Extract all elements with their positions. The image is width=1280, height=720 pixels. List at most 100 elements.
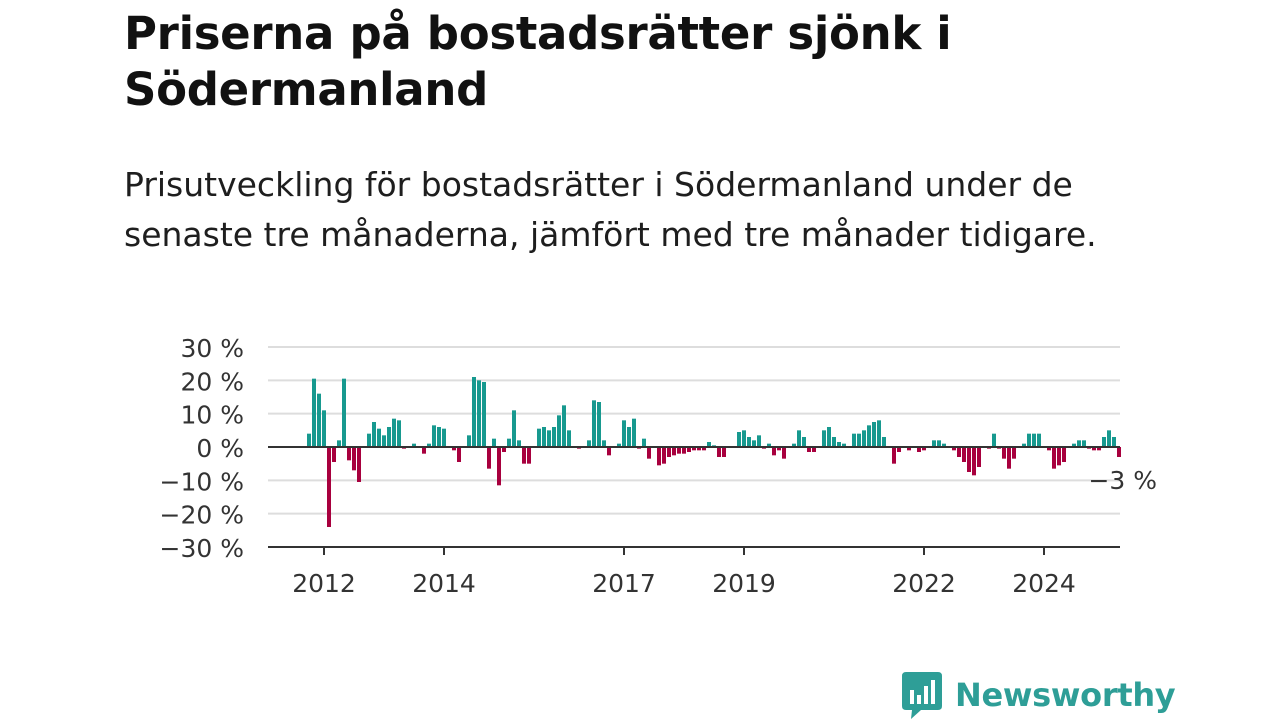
bar [517, 440, 521, 447]
bar [672, 447, 676, 456]
bar [872, 422, 876, 447]
x-tick-label: 2012 [292, 569, 356, 598]
bar [502, 447, 506, 452]
bar [822, 430, 826, 447]
bar [492, 438, 496, 447]
bar [842, 443, 846, 447]
bar [422, 447, 426, 454]
bar [737, 432, 741, 447]
bar [357, 447, 361, 482]
bar [592, 400, 596, 447]
bar [1037, 433, 1041, 447]
bar [367, 433, 371, 447]
bar [332, 447, 336, 462]
bar [647, 447, 651, 459]
bar [327, 447, 331, 527]
bar [1057, 447, 1061, 466]
bar [752, 440, 756, 447]
bars [307, 377, 1121, 527]
bar [832, 437, 836, 447]
bar [687, 447, 691, 452]
bar [967, 447, 971, 472]
bar [392, 418, 396, 447]
bar [1117, 447, 1121, 457]
bar [567, 430, 571, 447]
bar [812, 447, 816, 452]
bar [667, 447, 671, 457]
bar [942, 443, 946, 447]
bar [547, 430, 551, 447]
bar [972, 447, 976, 476]
newsworthy-logo-icon [902, 672, 942, 719]
bar [772, 447, 776, 456]
bar [702, 447, 706, 451]
bar [397, 420, 401, 447]
bar [607, 447, 611, 456]
bar [527, 447, 531, 464]
bar [482, 382, 486, 447]
bar [467, 435, 471, 447]
bar [622, 420, 626, 447]
bar [1112, 437, 1116, 447]
bar [777, 447, 781, 451]
y-tick-label: 10 % [180, 401, 244, 430]
bar [957, 447, 961, 457]
bar [797, 430, 801, 447]
chart-subtitle: Prisutveckling för bostadsrätter i Söder… [124, 165, 1097, 254]
bar [522, 447, 526, 464]
bar [1007, 447, 1011, 469]
bar [717, 447, 721, 457]
bar [1022, 443, 1026, 447]
bar [437, 427, 441, 447]
bar [562, 405, 566, 447]
bar [487, 447, 491, 469]
newsworthy-logo: Newsworthy [901, 670, 1176, 720]
brand-name: Newsworthy [955, 676, 1176, 714]
bar [692, 447, 696, 451]
bar [802, 437, 806, 447]
last-value-label: −3 % [1088, 466, 1157, 495]
bar [977, 447, 981, 467]
bar [1032, 433, 1036, 447]
bar [782, 447, 786, 459]
bar [892, 447, 896, 464]
bar [792, 443, 796, 447]
bar [917, 447, 921, 452]
bar [472, 377, 476, 447]
bar [452, 447, 456, 451]
bar [1072, 443, 1076, 447]
bar [757, 435, 761, 447]
bar [627, 427, 631, 447]
bar [382, 435, 386, 447]
bar [512, 410, 516, 447]
bar [742, 430, 746, 447]
bar [317, 393, 321, 447]
bar [497, 447, 501, 486]
y-tick-label: 30 % [180, 334, 244, 363]
bar [937, 440, 941, 447]
bar [1027, 433, 1031, 447]
bar [387, 427, 391, 447]
bar [477, 380, 481, 447]
y-tick-label: −30 % [160, 534, 244, 563]
bar [372, 422, 376, 447]
bar [632, 418, 636, 447]
bar [1052, 447, 1056, 469]
x-tick-label: 2024 [1012, 569, 1076, 598]
bar [1062, 447, 1066, 462]
bar [642, 438, 646, 447]
bar [1102, 437, 1106, 447]
bar [897, 447, 901, 452]
bar [767, 443, 771, 447]
bar [507, 438, 511, 447]
y-tick-label: 20 % [180, 367, 244, 396]
bar [662, 447, 666, 464]
bar [347, 447, 351, 461]
chart-title: Priserna på bostadsrätter sjönk i Söderm… [124, 7, 952, 116]
x-tick-label: 2017 [592, 569, 656, 598]
bar [617, 443, 621, 447]
x-axis-tick-labels: 2012 2014 2017 2019 2022 2024 [292, 547, 1076, 598]
y-tick-label: 0 % [196, 434, 244, 463]
bar [857, 433, 861, 447]
